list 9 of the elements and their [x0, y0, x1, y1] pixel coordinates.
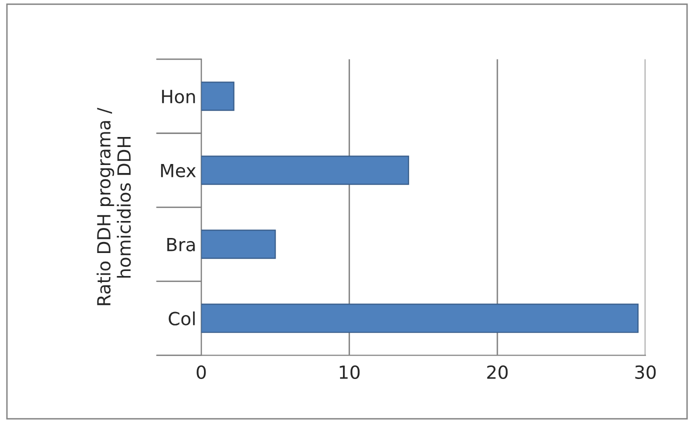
x-tick-label: 20 [487, 365, 508, 380]
x-tick-label: 30 [635, 365, 656, 380]
x-tick-label: 0 [196, 365, 206, 380]
y-tick-label: Bra [167, 238, 195, 252]
y-tick-label: Mex [161, 164, 196, 178]
y-axis-title: Ratio DDH programa / homicidios DDH [96, 108, 131, 306]
y-tick-label: Col [168, 311, 195, 326]
x-tick-label: 10 [340, 365, 360, 380]
y-tick-label: Hon [162, 90, 195, 104]
